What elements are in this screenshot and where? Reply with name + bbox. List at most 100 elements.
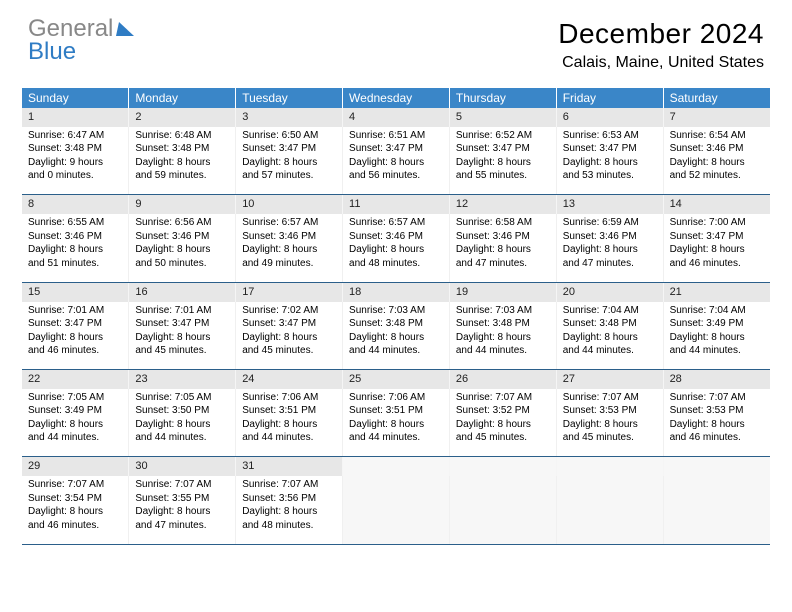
sunrise-text: Sunrise: 7:01 AM [135, 304, 229, 318]
daylight-text: Daylight: 8 hours and 45 minutes. [563, 418, 657, 445]
daylight-text: Daylight: 8 hours and 47 minutes. [135, 505, 229, 532]
day-cell: Sunrise: 7:03 AMSunset: 3:48 PMDaylight:… [343, 302, 450, 370]
sunset-text: Sunset: 3:56 PM [242, 492, 336, 506]
sunrise-text: Sunrise: 7:07 AM [670, 391, 764, 405]
day-cell: Sunrise: 6:48 AMSunset: 3:48 PMDaylight:… [129, 127, 236, 195]
daylight-text: Daylight: 8 hours and 44 minutes. [670, 331, 764, 358]
day-cell: Sunrise: 7:07 AMSunset: 3:52 PMDaylight:… [449, 389, 556, 457]
weekday-header: Sunday [22, 88, 129, 108]
daylight-text: Daylight: 8 hours and 46 minutes. [670, 418, 764, 445]
content-row: Sunrise: 7:07 AMSunset: 3:54 PMDaylight:… [22, 476, 770, 544]
day-number: 12 [449, 195, 556, 214]
daylight-text: Daylight: 8 hours and 45 minutes. [135, 331, 229, 358]
daylight-text: Daylight: 8 hours and 55 minutes. [456, 156, 550, 183]
day-number [556, 457, 663, 476]
brand-text: General Blue [28, 18, 134, 64]
daynum-row: 22232425262728 [22, 370, 770, 389]
sunset-text: Sunset: 3:48 PM [349, 317, 443, 331]
daylight-text: Daylight: 8 hours and 44 minutes. [135, 418, 229, 445]
day-number: 21 [663, 282, 770, 301]
sunrise-text: Sunrise: 7:07 AM [563, 391, 657, 405]
day-number: 2 [129, 108, 236, 127]
title-block: December 2024 Calais, Maine, United Stat… [558, 18, 764, 72]
day-cell: Sunrise: 7:07 AMSunset: 3:56 PMDaylight:… [236, 476, 343, 544]
sunrise-text: Sunrise: 7:03 AM [456, 304, 550, 318]
daylight-text: Daylight: 8 hours and 51 minutes. [28, 243, 122, 270]
day-number: 23 [129, 370, 236, 389]
day-cell [449, 476, 556, 544]
day-number: 4 [343, 108, 450, 127]
content-row: Sunrise: 7:01 AMSunset: 3:47 PMDaylight:… [22, 302, 770, 370]
day-number: 17 [236, 282, 343, 301]
sunset-text: Sunset: 3:50 PM [135, 404, 229, 418]
sunrise-text: Sunrise: 7:02 AM [242, 304, 336, 318]
sunset-text: Sunset: 3:53 PM [563, 404, 657, 418]
sunrise-text: Sunrise: 6:55 AM [28, 216, 122, 230]
sunrise-text: Sunrise: 6:51 AM [349, 129, 443, 143]
day-cell: Sunrise: 7:02 AMSunset: 3:47 PMDaylight:… [236, 302, 343, 370]
sunrise-text: Sunrise: 7:07 AM [456, 391, 550, 405]
daylight-text: Daylight: 8 hours and 48 minutes. [242, 505, 336, 532]
sunset-text: Sunset: 3:48 PM [135, 142, 229, 156]
sunrise-text: Sunrise: 7:03 AM [349, 304, 443, 318]
sunrise-text: Sunrise: 7:07 AM [135, 478, 229, 492]
day-cell: Sunrise: 7:05 AMSunset: 3:49 PMDaylight:… [22, 389, 129, 457]
sunset-text: Sunset: 3:47 PM [242, 317, 336, 331]
day-cell: Sunrise: 6:51 AMSunset: 3:47 PMDaylight:… [343, 127, 450, 195]
sunrise-text: Sunrise: 6:47 AM [28, 129, 122, 143]
day-number: 1 [22, 108, 129, 127]
calendar-table: Sunday Monday Tuesday Wednesday Thursday… [22, 88, 770, 545]
weekday-header: Tuesday [236, 88, 343, 108]
sunrise-text: Sunrise: 6:58 AM [456, 216, 550, 230]
daylight-text: Daylight: 8 hours and 52 minutes. [670, 156, 764, 183]
day-number: 30 [129, 457, 236, 476]
sunrise-text: Sunrise: 6:57 AM [242, 216, 336, 230]
day-cell: Sunrise: 7:07 AMSunset: 3:55 PMDaylight:… [129, 476, 236, 544]
sunrise-text: Sunrise: 7:00 AM [670, 216, 764, 230]
sunset-text: Sunset: 3:46 PM [349, 230, 443, 244]
daylight-text: Daylight: 8 hours and 49 minutes. [242, 243, 336, 270]
daylight-text: Daylight: 8 hours and 44 minutes. [349, 331, 443, 358]
sunrise-text: Sunrise: 6:48 AM [135, 129, 229, 143]
day-number: 27 [556, 370, 663, 389]
daylight-text: Daylight: 9 hours and 0 minutes. [28, 156, 122, 183]
day-number: 25 [343, 370, 450, 389]
day-number: 16 [129, 282, 236, 301]
day-cell: Sunrise: 7:07 AMSunset: 3:53 PMDaylight:… [663, 389, 770, 457]
title-month: December 2024 [558, 18, 764, 50]
daylight-text: Daylight: 8 hours and 48 minutes. [349, 243, 443, 270]
day-cell: Sunrise: 6:58 AMSunset: 3:46 PMDaylight:… [449, 214, 556, 282]
daylight-text: Daylight: 8 hours and 44 minutes. [456, 331, 550, 358]
day-number: 15 [22, 282, 129, 301]
sunrise-text: Sunrise: 6:53 AM [563, 129, 657, 143]
daylight-text: Daylight: 8 hours and 53 minutes. [563, 156, 657, 183]
sunset-text: Sunset: 3:47 PM [135, 317, 229, 331]
day-cell: Sunrise: 7:00 AMSunset: 3:47 PMDaylight:… [663, 214, 770, 282]
weekday-header: Saturday [663, 88, 770, 108]
sunset-text: Sunset: 3:47 PM [28, 317, 122, 331]
daylight-text: Daylight: 8 hours and 44 minutes. [28, 418, 122, 445]
daylight-text: Daylight: 8 hours and 57 minutes. [242, 156, 336, 183]
sunrise-text: Sunrise: 7:01 AM [28, 304, 122, 318]
sunset-text: Sunset: 3:46 PM [670, 142, 764, 156]
day-cell [343, 476, 450, 544]
sunrise-text: Sunrise: 7:04 AM [563, 304, 657, 318]
day-number: 5 [449, 108, 556, 127]
day-number: 29 [22, 457, 129, 476]
day-cell: Sunrise: 7:06 AMSunset: 3:51 PMDaylight:… [236, 389, 343, 457]
day-cell: Sunrise: 6:52 AMSunset: 3:47 PMDaylight:… [449, 127, 556, 195]
day-cell: Sunrise: 7:01 AMSunset: 3:47 PMDaylight:… [129, 302, 236, 370]
day-cell: Sunrise: 7:05 AMSunset: 3:50 PMDaylight:… [129, 389, 236, 457]
sunrise-text: Sunrise: 7:05 AM [28, 391, 122, 405]
day-cell: Sunrise: 7:06 AMSunset: 3:51 PMDaylight:… [343, 389, 450, 457]
day-cell: Sunrise: 7:04 AMSunset: 3:49 PMDaylight:… [663, 302, 770, 370]
sunset-text: Sunset: 3:55 PM [135, 492, 229, 506]
brand-word2: Blue [28, 38, 76, 65]
daylight-text: Daylight: 8 hours and 45 minutes. [456, 418, 550, 445]
day-number: 18 [343, 282, 450, 301]
day-number: 3 [236, 108, 343, 127]
weekday-header: Monday [129, 88, 236, 108]
day-number: 19 [449, 282, 556, 301]
day-number [663, 457, 770, 476]
daylight-text: Daylight: 8 hours and 44 minutes. [242, 418, 336, 445]
